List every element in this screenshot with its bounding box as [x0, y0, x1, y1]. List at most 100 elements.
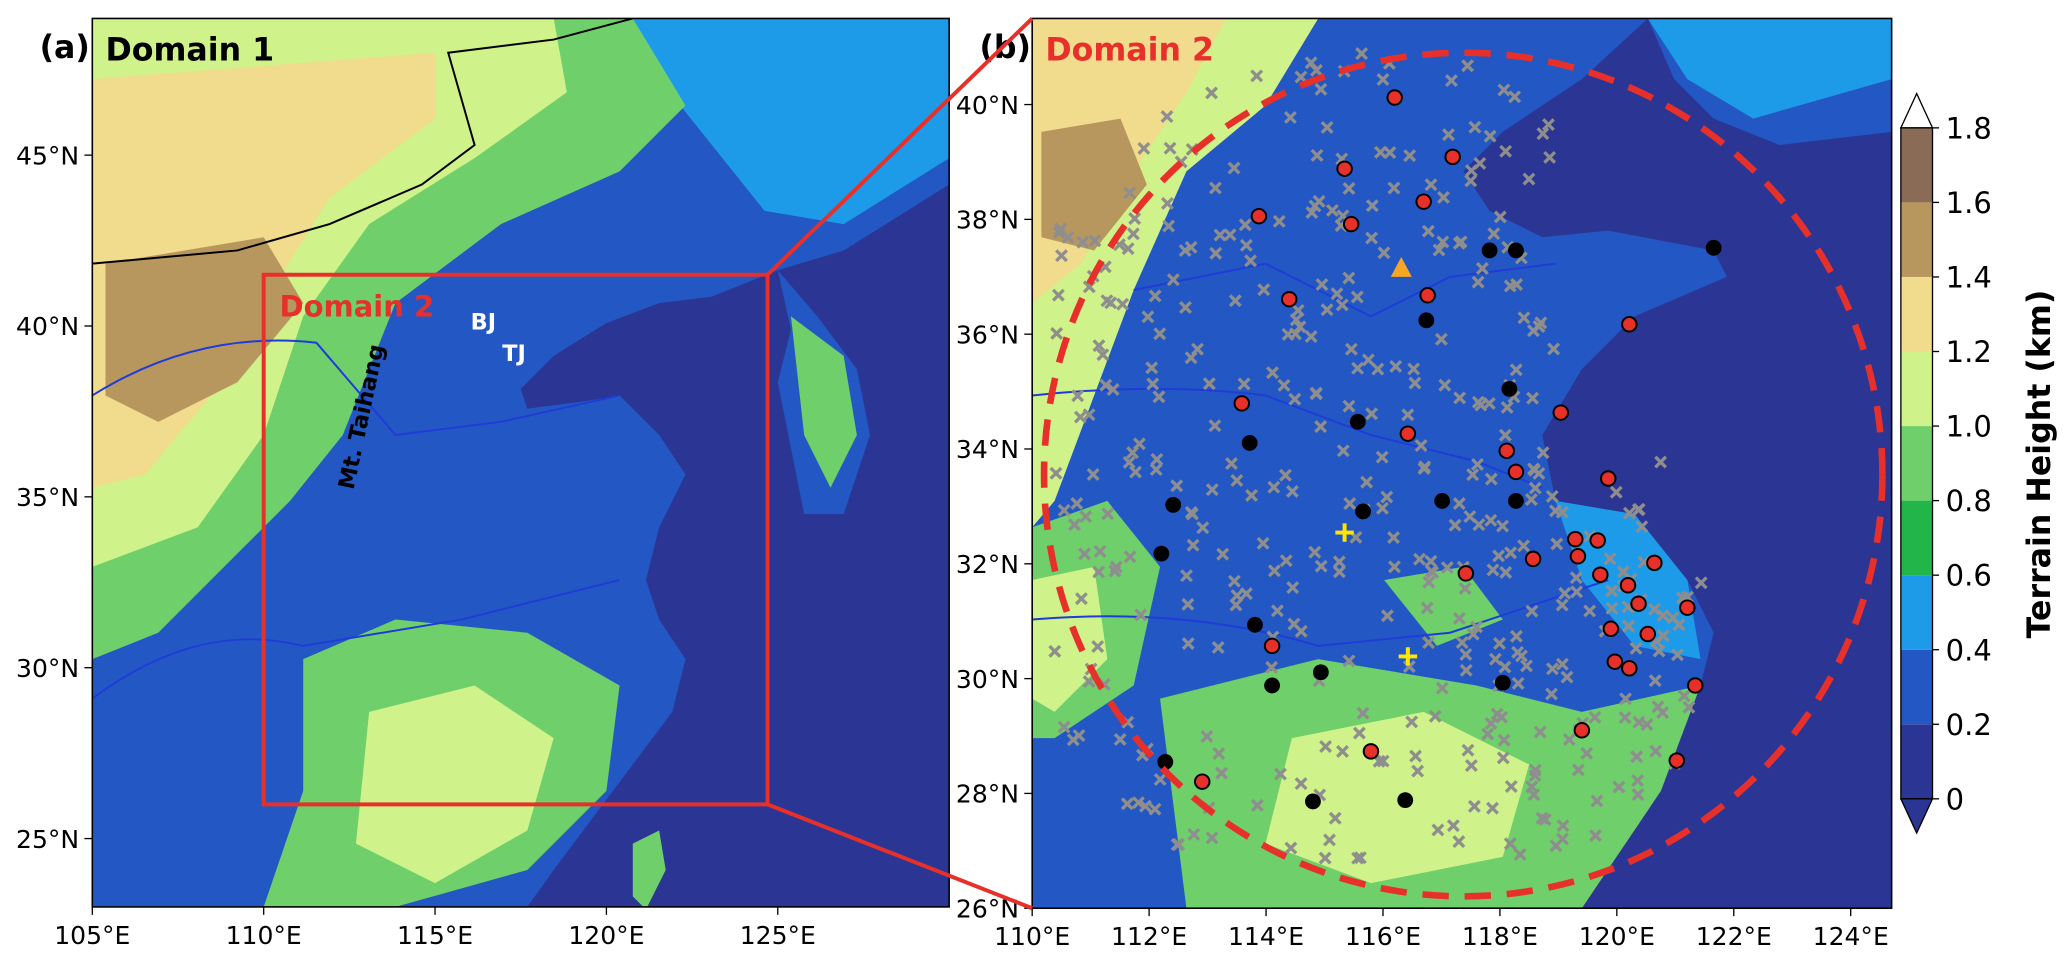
- station-cross: [1647, 602, 1661, 616]
- station-black: [1481, 242, 1498, 259]
- y-tick-label: 35°N: [16, 483, 79, 512]
- station-red: [1457, 565, 1475, 582]
- station-cross: [1374, 145, 1387, 159]
- station-cross: [1152, 390, 1166, 404]
- station-cross: [1527, 462, 1541, 476]
- station-cross: [1166, 273, 1180, 287]
- station-black: [1508, 493, 1524, 509]
- station-cross: [1184, 505, 1198, 519]
- colorbar-band: [1900, 649, 1933, 725]
- station-cross: [1428, 709, 1442, 723]
- station-cross: [1632, 715, 1646, 729]
- station-cross: [1076, 235, 1090, 249]
- colorbar-band: [1900, 127, 1933, 203]
- station-cross: [1100, 294, 1114, 308]
- station-cross: [1293, 320, 1307, 334]
- station-cross: [1570, 585, 1584, 599]
- station-cross: [1286, 581, 1300, 595]
- station-cross: [1057, 503, 1071, 517]
- x-tick-label: 125°E: [740, 921, 816, 950]
- station-cross: [1106, 383, 1120, 396]
- station-black: [1153, 545, 1170, 562]
- station-cross: [1078, 547, 1091, 561]
- station-red: [1552, 404, 1570, 421]
- station-cross: [1376, 73, 1390, 86]
- station-cross: [1061, 230, 1075, 244]
- station-black: [1434, 493, 1451, 509]
- station-cross: [1150, 452, 1164, 466]
- station-cross: [1091, 640, 1105, 653]
- station-cross: [1351, 851, 1365, 865]
- station-cross: [1160, 196, 1174, 210]
- station-cross: [1484, 472, 1498, 486]
- station-cross: [1461, 743, 1475, 757]
- station-cross: [1314, 559, 1328, 573]
- station-cross: [1631, 788, 1645, 802]
- stations: [1048, 47, 1722, 865]
- station-cross: [1238, 218, 1252, 232]
- station-cross: [1589, 829, 1602, 843]
- colorbar-band: [1900, 202, 1933, 277]
- x-tick-label: 122°E: [1696, 922, 1772, 951]
- station-cross: [1533, 725, 1547, 739]
- station-black: [1397, 792, 1414, 809]
- station-cross: [1250, 798, 1264, 812]
- station-black: [1418, 312, 1435, 329]
- x-tick-label: 116°E: [1345, 922, 1421, 951]
- station-cross: [1511, 645, 1525, 659]
- station-cross: [1179, 301, 1192, 314]
- station-cross: [1342, 182, 1356, 195]
- station-cross: [1520, 659, 1533, 673]
- station-cross: [1134, 608, 1148, 622]
- station-cross: [1320, 120, 1334, 134]
- station-cross: [1162, 219, 1176, 233]
- station-cross: [1484, 513, 1498, 527]
- station-cross: [1343, 497, 1357, 510]
- station-cross: [1148, 289, 1162, 303]
- station-cross: [1073, 410, 1087, 424]
- station-cross: [1314, 420, 1328, 434]
- station-cross: [1287, 617, 1301, 631]
- station-cross: [1123, 550, 1137, 564]
- station-cross: [1148, 802, 1162, 816]
- station-red: [1569, 548, 1587, 565]
- y-tick-label: 38°N: [956, 206, 1019, 235]
- station-cross: [1216, 547, 1230, 561]
- station-cross: [1388, 560, 1401, 574]
- x-tick-label: 124°E: [1813, 922, 1889, 951]
- station-cross: [1250, 69, 1264, 83]
- colorbar-band: [1900, 351, 1933, 427]
- station-cross: [1129, 465, 1142, 479]
- station-cross: [1536, 446, 1550, 460]
- station-cross: [1528, 769, 1542, 783]
- station-cross: [1487, 227, 1501, 241]
- station-cross: [1361, 353, 1375, 367]
- station-red: [1606, 653, 1624, 670]
- station-cross: [1500, 400, 1514, 414]
- station-cross: [1266, 366, 1279, 380]
- station-cross: [1524, 493, 1538, 506]
- y-tick-label: 45°N: [16, 141, 79, 170]
- station-cross: [1116, 297, 1130, 311]
- station-cross: [1483, 129, 1497, 143]
- station-cross: [1186, 538, 1200, 552]
- station-cross: [1099, 378, 1113, 392]
- station-cross: [1437, 190, 1450, 204]
- station-cross: [1071, 389, 1085, 403]
- station-cross: [1281, 327, 1295, 341]
- station-cross: [1305, 206, 1319, 220]
- station-red: [1621, 316, 1638, 333]
- station-cross: [1473, 156, 1487, 170]
- station-cross: [1590, 794, 1604, 808]
- station-cross: [1408, 376, 1422, 390]
- station-cross: [1401, 408, 1415, 422]
- station-cross: [1549, 839, 1563, 853]
- station-cross: [1459, 663, 1473, 677]
- station-cross: [1342, 399, 1356, 413]
- station-cross: [1365, 407, 1379, 421]
- station-cross: [1461, 59, 1475, 73]
- station-cross: [1257, 283, 1271, 297]
- station-cross: [1196, 521, 1210, 535]
- station-cross: [1245, 488, 1258, 502]
- station-cross: [1170, 479, 1184, 493]
